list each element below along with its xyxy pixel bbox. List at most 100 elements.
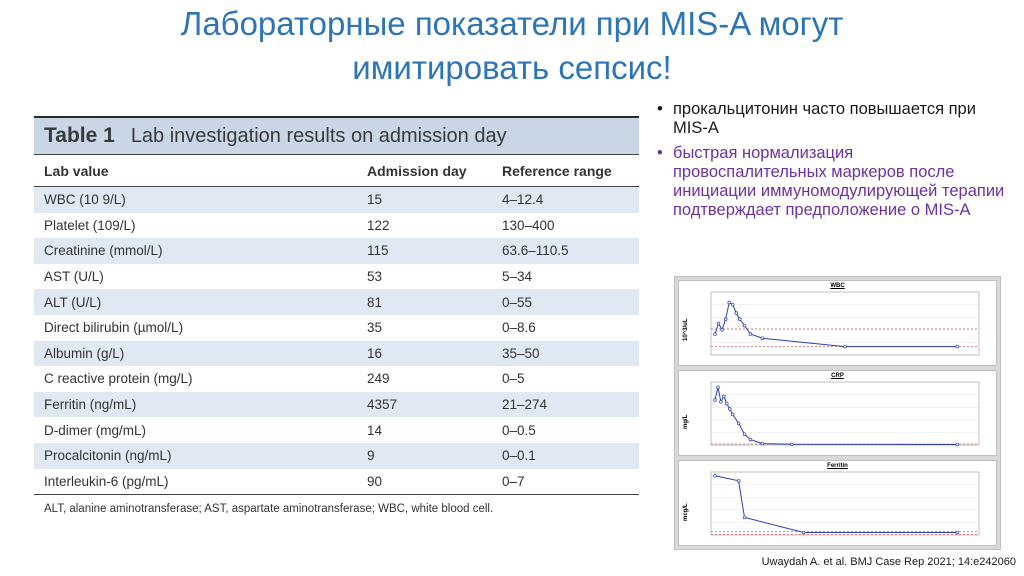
table-row: Albumin (g/L) 16 35–50	[34, 340, 639, 367]
table-header-row: Lab value Admission day Reference range	[34, 154, 639, 187]
cell-admission-day: 53	[367, 269, 383, 285]
cell-admission-day: 35	[367, 320, 383, 336]
chart-title: WBC	[830, 283, 845, 289]
table-row: Creatinine (mmol/L) 115 63.6–110.5	[34, 238, 639, 264]
data-point	[790, 442, 794, 447]
data-point	[742, 323, 747, 328]
cell-admission-day: 90	[357, 468, 492, 496]
data-point	[716, 385, 720, 390]
table-row: Direct bilirubin (µmol/L) 35 0–8.6	[34, 315, 639, 341]
data-point	[730, 412, 735, 417]
slide-title: Лабораторные показатели при MIS-A могут …	[0, 2, 1024, 90]
chart-crp: CRP mg/L	[678, 370, 997, 456]
cell-lab-value: WBC (10 9/L)	[34, 186, 357, 213]
data-point	[760, 441, 765, 446]
data-point	[955, 344, 960, 349]
table-grid: Lab value Admission day Reference range …	[34, 154, 639, 496]
plot-area	[710, 471, 980, 536]
cell-reference-range: 0–5	[502, 371, 525, 387]
chart-plot	[710, 381, 980, 447]
table-row: AST (U/L) 53 5–34	[34, 264, 639, 290]
chart-title: CRP	[831, 373, 844, 379]
cell-reference-range: 0–7	[492, 468, 639, 496]
data-point	[843, 344, 847, 349]
data-point	[728, 407, 732, 411]
cell-lab-value: Interleukin-6 (pg/mL)	[34, 468, 357, 496]
cell-lab-value: D-dimer (mg/mL)	[44, 422, 147, 438]
column-header-reference-range: Reference range	[492, 154, 639, 187]
table-caption-text: Lab investigation results on admission d…	[130, 124, 507, 147]
cell-reference-range: 130–400	[502, 217, 555, 233]
column-header-lab-value: Lab value	[34, 154, 357, 187]
citation: Uwaydah A. et al. BMJ Case Rep 2021; 14:…	[761, 556, 1016, 568]
cell-admission-day: 15	[357, 186, 492, 213]
cell-admission-day: 9	[357, 442, 492, 469]
data-point	[801, 530, 806, 535]
cell-lab-value: C reactive protein (mg/L)	[44, 371, 193, 387]
plot-area	[710, 291, 980, 356]
data-point	[713, 332, 717, 336]
data-point	[727, 300, 731, 305]
data-point	[742, 432, 747, 436]
cell-reference-range: 4–12.4	[492, 186, 639, 213]
cell-lab-value: Direct bilirubin (µmol/L)	[44, 320, 184, 336]
table-row: Interleukin-6 (pg/mL) 90 0–7	[34, 468, 639, 496]
plot-area	[710, 381, 980, 446]
data-point	[713, 398, 717, 402]
bullet-list: прокальцитонин часто повышается при MIS-…	[657, 100, 1007, 226]
slide-title-line-1: Лабораторные показатели при MIS-A могут	[180, 5, 844, 42]
cell-admission-day: 249	[367, 371, 390, 387]
table-row: C reactive protein (mg/L) 249 0–5	[34, 366, 639, 392]
data-point	[748, 332, 753, 336]
chart-ferritin: Ferritin mcg/L	[678, 460, 997, 546]
table-row: Ferritin (ng/mL) 4357 21–274	[34, 391, 639, 418]
cell-lab-value: ALT (U/L)	[34, 289, 357, 315]
cell-admission-day: 81	[357, 289, 492, 315]
cell-lab-value: AST (U/L)	[44, 269, 104, 285]
chart-wbc: WBC 10^3/uL	[678, 280, 997, 366]
cell-lab-value: Albumin (g/L)	[34, 340, 357, 367]
data-point	[738, 317, 742, 322]
cell-reference-range: 0–0.1	[492, 442, 639, 469]
cell-reference-range: 35–50	[492, 340, 639, 367]
table-row: WBC (10 9/L) 15 4–12.4	[34, 186, 639, 213]
cell-admission-day: 14	[367, 422, 383, 438]
cell-admission-day: 122	[367, 217, 390, 233]
cell-reference-range: 5–34	[502, 269, 533, 285]
data-point	[719, 400, 723, 404]
data-point	[720, 328, 724, 332]
data-point	[742, 515, 747, 520]
table-row: Procalcitonin (ng/mL) 9 0–0.1	[34, 442, 639, 469]
table-row: ALT (U/L) 81 0–55	[34, 289, 639, 315]
bullet-rapid-normalization: быстрая нормализация провоспалительных м…	[657, 144, 1007, 220]
column-header-admission-day: Admission day	[357, 154, 492, 187]
cell-lab-value: Procalcitonin (ng/mL)	[34, 442, 357, 469]
cell-admission-day: 115	[357, 238, 492, 264]
data-point	[955, 530, 960, 535]
data-point	[722, 394, 726, 399]
slide-title-line-2: имитировать сепсис!	[352, 49, 672, 86]
cell-admission-day: 4357	[357, 391, 492, 418]
lab-results-table: Table 1 Lab investigation results on adm…	[34, 116, 639, 515]
cell-reference-range: 0–8.6	[502, 320, 536, 336]
data-point	[725, 401, 729, 406]
table-row: D-dimer (mg/mL) 14 0–0.5	[34, 417, 639, 443]
data-point	[730, 302, 735, 307]
cell-reference-range: 63.6–110.5	[492, 238, 639, 264]
bullet-procalcitonin: прокальцитонин часто повышается при MIS-…	[657, 100, 1007, 138]
table-caption: Table 1 Lab investigation results on adm…	[34, 116, 639, 154]
chart-plot	[710, 291, 980, 356]
data-point	[734, 311, 739, 315]
cell-reference-range: 21–274	[492, 391, 639, 418]
cell-admission-day: 16	[357, 340, 492, 367]
cell-lab-value: Platelet (109/L)	[44, 217, 136, 233]
data-point	[723, 317, 728, 322]
chart-title: Ferritin	[827, 463, 848, 469]
data-point	[736, 479, 741, 483]
trend-charts-panel: WBC 10^3/uL CRP mg/L Ferritin mcg/L	[674, 276, 1001, 550]
cell-reference-range: 0–0.5	[502, 422, 536, 438]
data-point	[748, 437, 753, 442]
table-body: WBC (10 9/L) 15 4–12.4 Platelet (109/L) 122 1…	[34, 186, 639, 496]
data-point	[760, 336, 765, 340]
table-row: Platelet (109/L) 122 130–400	[34, 213, 639, 239]
